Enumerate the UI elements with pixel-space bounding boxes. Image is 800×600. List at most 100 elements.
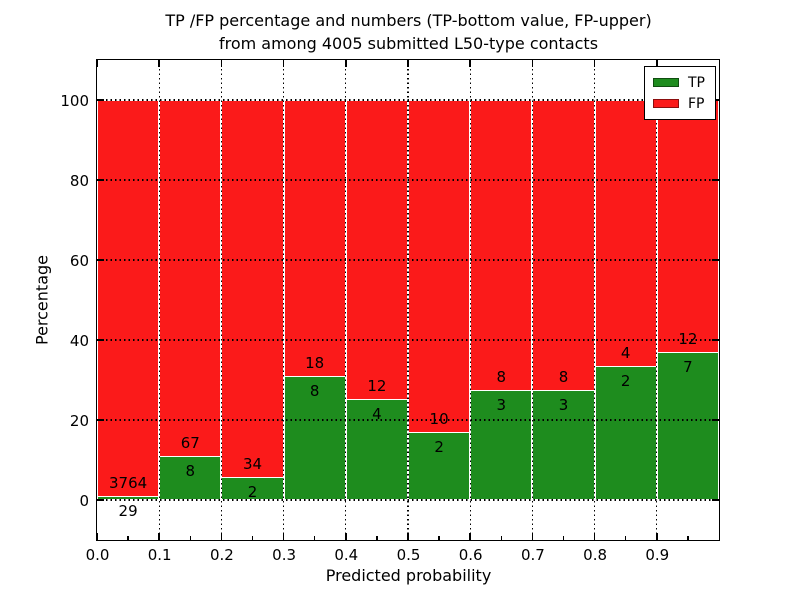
tp-count-label: 2 [434,438,444,457]
y-tick [97,499,104,501]
x-tick [220,533,223,540]
x-tick-top [345,60,347,67]
x-tick-top [282,60,285,67]
x-tick-top [220,60,223,67]
x-tick-label: 0.5 [396,546,421,564]
legend-entry-tp: TP [653,72,705,93]
x-minor-tick [189,536,192,540]
x-tick-top [593,60,596,67]
fp-bar-segment [656,100,719,353]
fp-count-label: 67 [180,434,200,453]
tp-bar-segment [345,400,408,500]
x-gridline [531,60,534,540]
y-tick [97,259,104,261]
x-minor-tick [251,536,254,540]
fp-legend-swatch-icon [653,99,679,108]
x-tick-top [158,60,160,67]
y-tick-right [712,499,719,501]
y-tick-label: 80 [69,171,89,190]
y-tick [97,339,104,341]
y-tick-right [712,259,719,261]
chart-title-line1: TP /FP percentage and numbers (TP-bottom… [165,11,652,30]
x-gridline [656,60,658,540]
x-tick [656,533,658,540]
y-tick [97,99,104,101]
x-tick [407,533,409,540]
tp-count-label: 2 [247,482,258,501]
fp-count-label: 18 [305,353,325,372]
x-tick-label: 0.3 [272,546,297,564]
y-tick-right [712,179,719,181]
chart-title: TP /FP percentage and numbers (TP-bottom… [96,9,721,55]
x-gridline [345,60,347,540]
tp-count-label: 3 [558,395,569,414]
y-tick-label: 60 [69,251,89,270]
tp-count-label: 8 [309,381,320,400]
x-minor-tick [562,536,565,540]
x-axis-label: Predicted probability [325,566,492,585]
fp-bar-segment [594,100,657,367]
y-tick [97,419,104,421]
x-minor-tick [500,536,503,540]
fp-bar-segment [283,100,346,377]
fp-bar-segment [221,100,284,478]
x-minor-tick [313,536,316,540]
tp-count-label: 8 [185,462,196,481]
x-tick-label: 0.1 [147,546,172,564]
fp-bar-segment [345,100,408,400]
legend: TP FP [644,66,716,120]
tp-legend-label: TP [688,74,705,91]
fp-count-label: 10 [429,410,449,429]
fp-count-label: 8 [558,367,569,386]
x-gridline [158,60,160,540]
x-tick-label: 0.0 [85,546,110,564]
x-tick-top [96,60,98,67]
x-gridline [469,60,471,540]
x-tick-top [531,60,534,67]
x-minor-tick [687,536,689,540]
plot-area: TP FP 3764 29 67 8 34 2 18 8 12 4 10 2 8 3 8 3 4 2 12 7 [96,59,720,541]
y-tick-right [712,339,719,341]
x-tick [345,533,347,540]
fp-count-label: 12 [678,329,698,348]
tp-count-label: 2 [620,371,631,390]
x-tick-label: 0.4 [334,546,359,564]
x-gridline [283,60,285,540]
y-tick-label: 100 [60,91,89,110]
x-tick-top [407,60,409,67]
x-gridline [220,60,223,540]
x-minor-tick [438,536,440,540]
x-tick-top [469,60,471,67]
fp-bar-segment [97,100,160,497]
tp-legend-swatch-icon [653,78,679,87]
fp-bar-segment [532,100,595,391]
fp-bar-segment [159,100,222,458]
x-tick [158,533,160,540]
tp-count-label: 7 [683,357,693,376]
tp-count-label: 4 [372,405,382,423]
y-tick [97,179,104,181]
x-tick-label: 0.6 [458,546,483,564]
x-tick-label: 0.7 [520,546,545,564]
x-tick [96,533,98,540]
tp-bar-segment [656,352,719,500]
fp-count-label: 12 [367,377,387,395]
fp-bar-segment [470,100,533,391]
x-tick-label: 0.8 [583,546,608,564]
tp-bar-segment [532,390,595,500]
y-tick-label: 0 [79,491,89,510]
fp-count-label: 3764 [109,473,148,492]
tp-bar-segment [408,433,471,500]
y-tick-label: 40 [69,331,89,350]
fp-bar-segment [408,100,471,434]
fp-count-label: 4 [620,343,631,362]
x-minor-tick [376,536,378,540]
tp-count-label: 3 [496,395,507,414]
x-tick-label: 0.2 [209,546,234,564]
x-minor-tick [624,536,627,540]
fp-count-label: 34 [242,454,263,473]
x-tick-label: 0.9 [645,546,670,564]
tp-count-label: 29 [118,501,138,520]
x-tick [593,533,596,540]
